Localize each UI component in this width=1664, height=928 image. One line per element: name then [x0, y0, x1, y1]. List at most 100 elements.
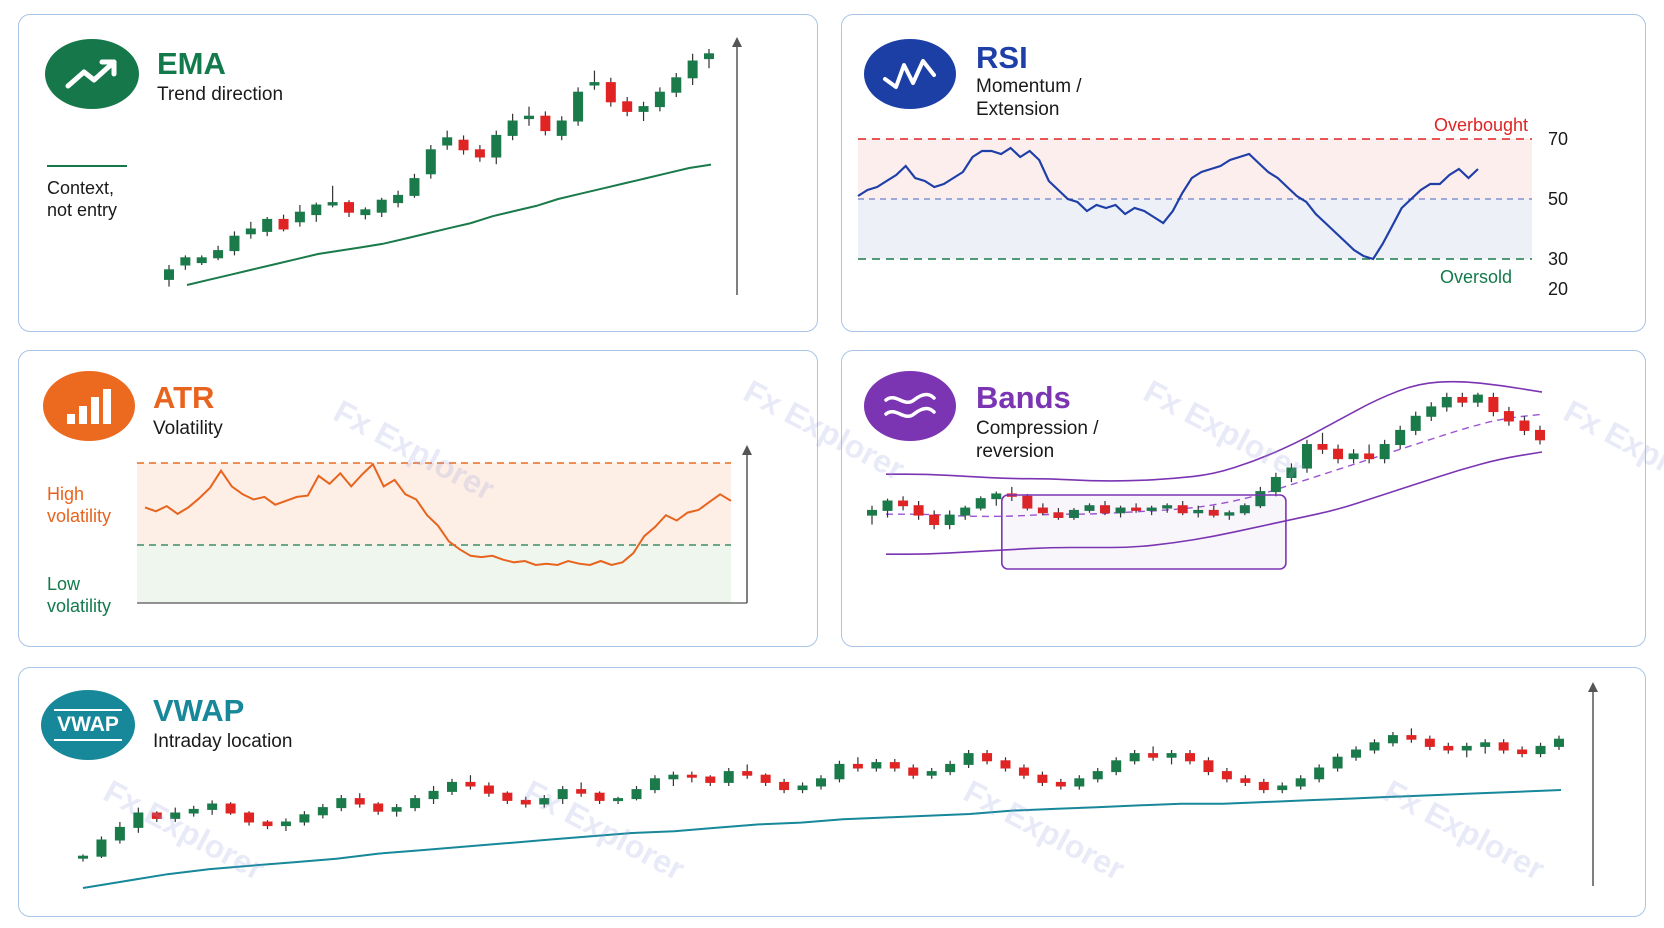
ema-badge [45, 39, 139, 109]
rsi-tick-label: 20 [1548, 279, 1568, 299]
ema-candle [491, 134, 502, 158]
rsi-line [857, 146, 1479, 261]
vwap-panel: VWAP VWAP Intraday location [18, 667, 1646, 917]
rsi-mid-zone [858, 199, 1532, 259]
vwap-candle [594, 792, 605, 801]
vwap-candle [1332, 756, 1343, 769]
vwap-candle [410, 798, 421, 809]
bands-candle [1472, 394, 1483, 403]
vwap-candle [982, 753, 993, 762]
ema-panel: EMA Trend direction Context, not entry [18, 14, 818, 332]
vwap-candle [78, 855, 88, 859]
bands-candle [1348, 453, 1359, 460]
vwap-badge-rule-top [54, 709, 122, 711]
vwap-candle [1517, 749, 1528, 755]
ema-candle [540, 115, 551, 132]
rsi-panel: RSI Momentum / Extension 70 50 30 20 Overbou… [841, 14, 1646, 332]
bands-candle [1162, 505, 1173, 509]
ema-candle [704, 53, 714, 60]
vwap-candle [576, 789, 587, 794]
vwap-candle [834, 763, 845, 780]
vwap-candle [1203, 760, 1214, 773]
vwap-candle [1498, 742, 1509, 751]
vwap-candle [1535, 745, 1546, 755]
ema-candle [556, 120, 567, 136]
vwap-candle [188, 808, 199, 814]
vwap-candle [1461, 745, 1472, 751]
vwap-candle [1000, 760, 1011, 769]
vwap-candle [1443, 745, 1454, 751]
vwap-candle [391, 807, 402, 812]
ema-note: Context, not entry [47, 178, 118, 220]
bands-candle [1053, 512, 1064, 518]
ema-candle [245, 228, 256, 235]
bands-candle [1177, 505, 1188, 514]
ema-candle [638, 106, 649, 112]
vwap-candle [133, 812, 144, 828]
bands-candle [1317, 444, 1328, 450]
vwap-candle [889, 762, 900, 769]
vwap-candle [114, 826, 125, 841]
vwap-candle [705, 776, 716, 783]
vwap-candle [926, 771, 937, 776]
bands-candle [1519, 420, 1530, 431]
rsi-tick-label: 50 [1548, 189, 1568, 209]
ema-candle [196, 257, 207, 264]
vwap-badge-text: VWAP [57, 713, 119, 736]
bands-candle [1022, 495, 1033, 509]
vwap-candle [1037, 774, 1048, 783]
vwap-candle [502, 792, 513, 801]
vwap-candle [1240, 778, 1251, 783]
vwap-candle [317, 807, 328, 816]
vwap-candle [170, 812, 181, 819]
atr-low-zone [137, 545, 731, 603]
ema-candle [229, 235, 240, 252]
ema-candle [376, 199, 387, 213]
bands-candle [898, 500, 909, 507]
ema-candle [442, 137, 453, 146]
vwap-candle [151, 812, 162, 819]
trend-up-arrow-icon [65, 59, 117, 89]
rsi-tick-label: 70 [1548, 129, 1568, 149]
bands-badge [864, 371, 956, 441]
vwap-candle [465, 781, 476, 787]
vwap-candle [1258, 781, 1269, 791]
vwap-subtitle: Intraday location [153, 731, 293, 752]
ema-subtitle: Trend direction [157, 84, 284, 105]
atr-badge [43, 371, 135, 441]
vwap-candle [742, 771, 753, 776]
ema-candle [311, 204, 322, 216]
vwap-candle [1074, 778, 1085, 787]
vwap-candle [1480, 742, 1491, 747]
vwap-candle [1369, 742, 1380, 751]
vwap-title: VWAP [153, 693, 245, 728]
bands-candle [913, 505, 924, 516]
bands-candle [1270, 476, 1281, 493]
ema-candle [573, 91, 584, 122]
rsi-oversold-label: Oversold [1440, 267, 1512, 287]
bands-subtitle: Compression / reversion [976, 418, 1099, 462]
atr-chart [137, 445, 752, 604]
bands-candle [1131, 507, 1142, 511]
vwap-badge: VWAP [41, 690, 135, 760]
ema-candle [605, 82, 616, 103]
vwap-candle [816, 778, 826, 787]
bands-candle [1535, 429, 1545, 441]
bands-candle [975, 498, 986, 509]
ema-candle [278, 218, 289, 230]
vwap-candle [1129, 753, 1140, 762]
ema-note-rule [47, 165, 127, 167]
ema-candle [671, 77, 682, 93]
vwap-axis-arrowhead [1588, 682, 1598, 692]
vwap-candle [1277, 785, 1288, 791]
bands-candle [1457, 396, 1468, 403]
bands-candle [991, 493, 1002, 500]
ema-candle [164, 269, 174, 280]
ema-chart [164, 37, 742, 295]
ema-candle [687, 60, 698, 79]
ema-axis-arrowhead [732, 37, 742, 47]
rsi-badge [864, 39, 956, 109]
atr-high-zone [137, 463, 731, 545]
vwap-candle [1424, 738, 1435, 747]
bands-candle [1503, 411, 1514, 422]
